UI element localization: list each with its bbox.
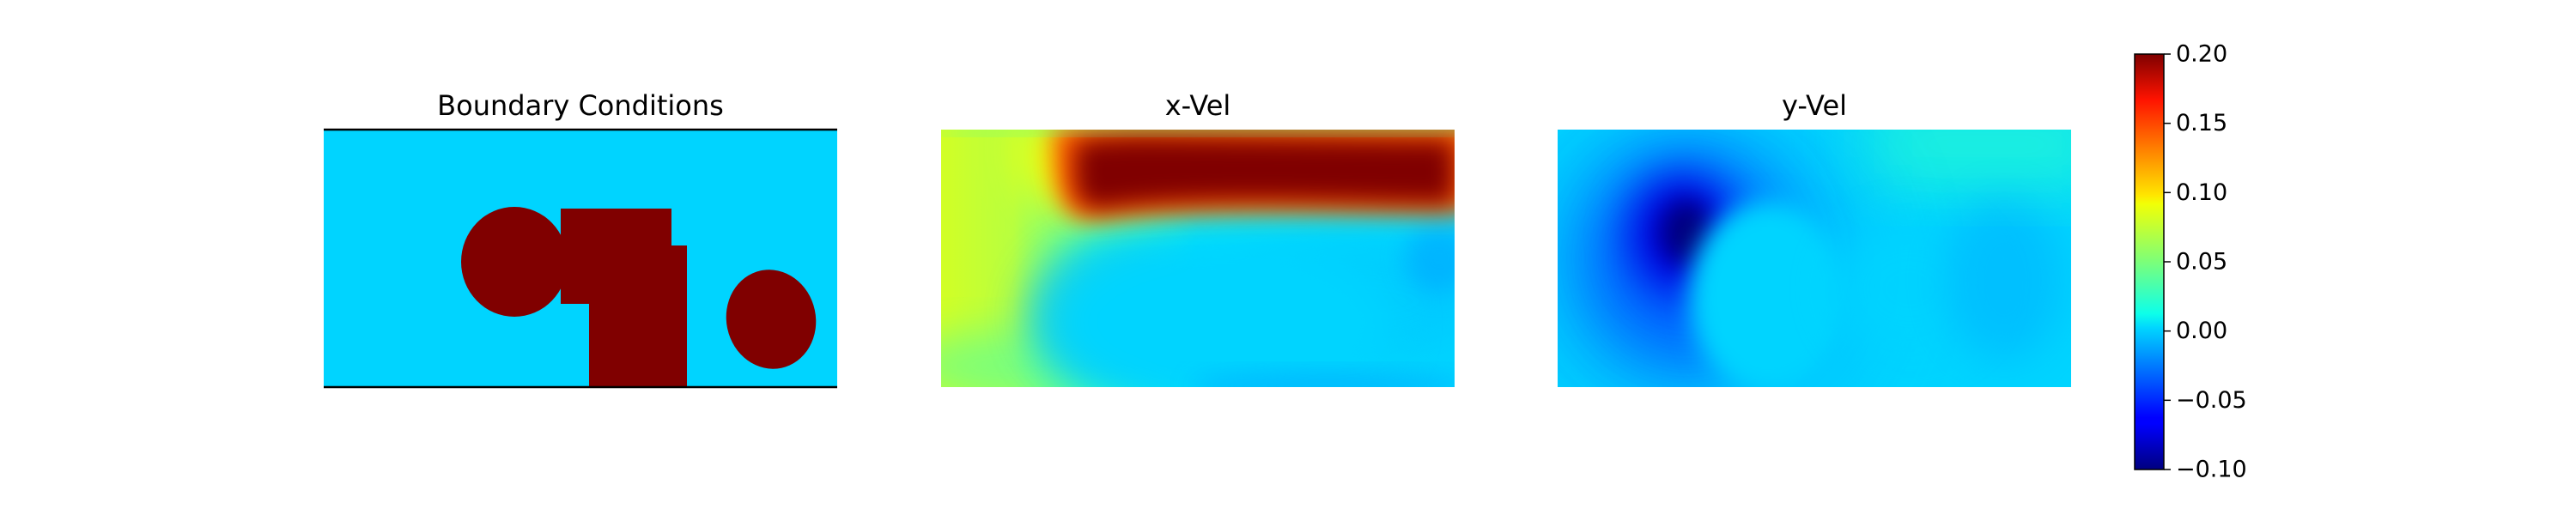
u-right-edge-dip	[1405, 224, 1455, 293]
v-minimum-core	[1661, 200, 1712, 265]
y-velocity-panel: y-Vel	[1558, 89, 2071, 387]
colorbar-tick-label: 0.20	[2176, 41, 2227, 68]
obstacle-right-oval	[726, 270, 817, 369]
boundary-conditions-panel: Boundary Conditions	[324, 89, 837, 389]
u-wake-region	[1053, 237, 1396, 387]
boundary-heatmap	[324, 130, 837, 387]
x-velocity-panel: x-Vel	[941, 89, 1455, 387]
u-top-wall-layer	[941, 130, 1455, 135]
y-velocity-heatmap	[1558, 130, 2071, 387]
colorbar-ticks: −0.10 −0.05 0.00 0.05 0.10 0.15 0.20	[2164, 41, 2247, 483]
colorbar-tick-label: −0.05	[2176, 387, 2247, 414]
u-jet-core	[1074, 136, 1455, 209]
u-bottom-band	[1190, 373, 1455, 387]
colorbar-tick-label: −0.10	[2176, 457, 2247, 483]
v-obstacle-shadow	[1689, 201, 1847, 387]
obstacle-central-block	[561, 209, 687, 387]
panel-title-x-vel: x-Vel	[1165, 89, 1231, 122]
colorbar-gradient	[2135, 54, 2164, 470]
colorbar-tick-label: 0.00	[2176, 318, 2227, 344]
panel-title-boundary: Boundary Conditions	[437, 89, 724, 122]
v-right-negative	[1944, 198, 2064, 361]
x-velocity-heatmap	[941, 130, 1455, 387]
obstacle-left-circle	[461, 207, 568, 317]
panel-title-y-vel: y-Vel	[1782, 89, 1847, 122]
v-upper-right-positive	[1867, 130, 2071, 185]
colorbar-tick-label: 0.15	[2176, 110, 2227, 136]
colorbar: −0.10 −0.05 0.00 0.05 0.10 0.15 0.20	[2134, 41, 2247, 483]
colorbar-tick-label: 0.10	[2176, 179, 2227, 206]
colorbar-tick-label: 0.05	[2176, 249, 2227, 276]
